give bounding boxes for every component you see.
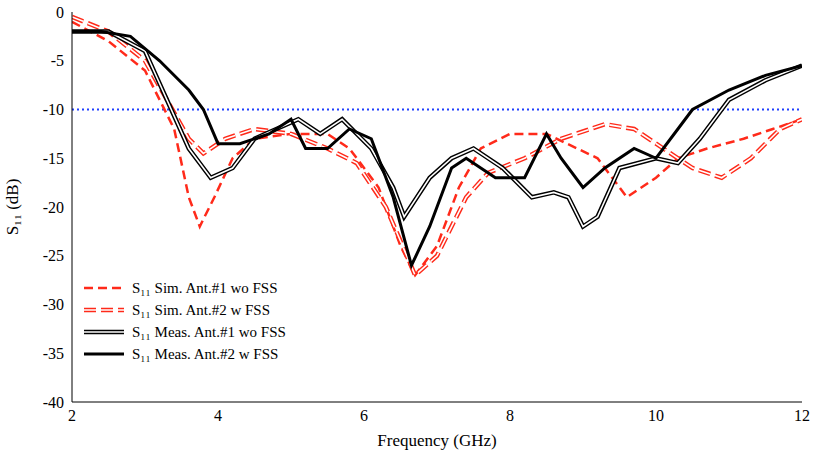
svg-text:S₁₁ (dB): S₁₁ (dB) [3, 179, 22, 236]
svg-text:-40: -40 [43, 394, 64, 411]
svg-text:10: 10 [648, 407, 664, 424]
svg-text:6: 6 [360, 407, 368, 424]
svg-text:0: 0 [56, 4, 64, 21]
svg-text:-25: -25 [43, 247, 64, 264]
svg-text:Frequency (GHz): Frequency (GHz) [377, 431, 496, 450]
svg-text:-20: -20 [43, 199, 64, 216]
svg-text:-15: -15 [43, 150, 64, 167]
html-text:S₁₁ Sim. Ant.#2 w FSS: S₁₁ Sim. Ant.#2 w FSS [132, 302, 270, 319]
svg-text:-35: -35 [43, 345, 64, 362]
svg-text:12: 12 [794, 407, 810, 424]
svg-text:8: 8 [506, 407, 514, 424]
svg-text:-10: -10 [43, 101, 64, 118]
svg-text:2: 2 [68, 407, 76, 424]
html-text:S₁₁ Sim. Ant.#1 wo FSS: S₁₁ Sim. Ant.#1 wo FSS [132, 280, 278, 297]
svg-text:4: 4 [214, 407, 222, 424]
html-text:S₁₁ Meas. Ant.#2 w FSS: S₁₁ Meas. Ant.#2 w FSS [132, 346, 279, 363]
html-text:S₁₁ Meas. Ant.#1 wo FSS: S₁₁ Meas. Ant.#1 wo FSS [132, 324, 286, 341]
svg-text:-5: -5 [51, 52, 64, 69]
svg-text:-30: -30 [43, 296, 64, 313]
